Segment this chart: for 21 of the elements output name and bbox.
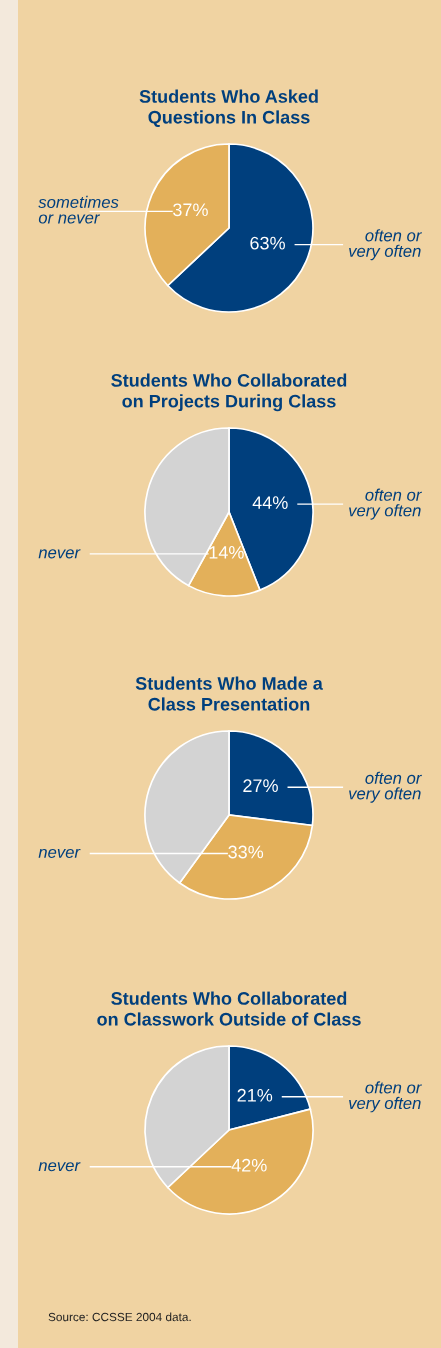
slice-label: often or very often (349, 229, 422, 261)
data-label: 42% (231, 1158, 267, 1172)
data-label: 63% (250, 236, 285, 250)
slice-label: never (38, 848, 81, 859)
chart-title: Students Who Collaborated on Classwork Outside of Class (97, 991, 361, 1026)
chart-title: Students Who Asked Questions In Class (139, 89, 318, 128)
data-label: 44% (252, 496, 288, 509)
slice-label: never (38, 549, 81, 559)
slice-label: often or very often (349, 488, 422, 520)
slice-label: often or very often (349, 771, 422, 803)
slice-label: often or very often (349, 1081, 422, 1113)
slice-label: sometimes or never (38, 195, 119, 224)
source-note: Source: CCSSE 2004 data. (48, 1312, 191, 1322)
data-label: 27% (243, 779, 278, 792)
slice-label: never (38, 1162, 81, 1172)
data-label: 21% (237, 1088, 273, 1102)
data-label: 33% (228, 845, 264, 859)
chart-title: Students Who Collaborated on Projects During Class (111, 373, 347, 412)
data-label: 14% (209, 546, 244, 559)
data-label: 37% (173, 203, 208, 217)
chart-title: Students Who Made a Class Presentation (135, 676, 323, 711)
